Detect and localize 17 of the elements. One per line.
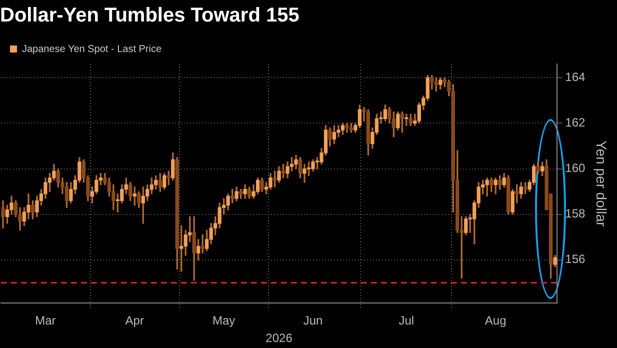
x-tick-label: Jun (303, 314, 323, 328)
chart-title: Dollar-Yen Tumbles Toward 155 (0, 4, 300, 27)
x-tick-label: Aug (484, 314, 506, 328)
x-tick-label: Apr (125, 314, 144, 328)
y-tick-label: 162 (565, 116, 586, 130)
candlestick (302, 164, 306, 183)
x-tick-label: May (212, 314, 236, 328)
y-tick-label: 164 (565, 70, 586, 84)
x-tick-label: Jul (398, 314, 414, 328)
x-axis-title: 2026 (266, 331, 293, 346)
y-tick-label: 156 (565, 252, 586, 266)
candlestick (404, 114, 408, 126)
y-tick-label: 158 (565, 206, 586, 221)
x-tick-label: Mar (35, 314, 56, 328)
y-tick-label: 160 (565, 161, 586, 176)
y-axis-title: Yen per dollar (594, 140, 610, 227)
legend-label: Japanese Yen Spot - Last Price (22, 44, 162, 55)
